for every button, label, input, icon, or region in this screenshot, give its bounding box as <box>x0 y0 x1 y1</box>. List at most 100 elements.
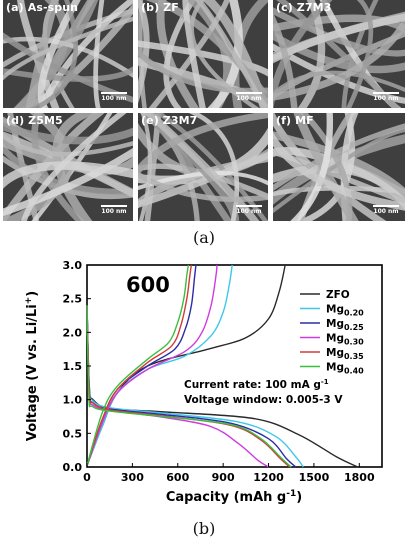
y-tick-label: 2.5 <box>63 293 83 306</box>
y-axis-label: Voltage (V vs. Li/Li+) <box>24 291 40 441</box>
scale-bar-label: 100 nm <box>101 95 127 102</box>
fiber-strand <box>3 16 133 81</box>
series-line-charge <box>86 264 218 466</box>
fiber-strand <box>3 122 133 145</box>
y-tick-label: 3.0 <box>63 259 83 272</box>
fiber-strand <box>144 113 162 221</box>
sem-image-tile: (b) ZF 100 nm <box>138 0 268 108</box>
sem-image-label: (b) ZF <box>141 1 179 14</box>
scale-bar-label: 100 nm <box>373 95 399 102</box>
fiber-strand <box>138 151 268 208</box>
axes-ticks: 0 300 600 900 1200 1500 1800 0.0 0.5 1.0 1.5 2.0 2.5… <box>63 259 375 484</box>
fiber-strand <box>3 32 133 103</box>
legend-label: ZFO <box>326 289 350 301</box>
sem-fiber-image <box>273 0 405 108</box>
fiber-strand <box>3 161 133 190</box>
sem-image-label: (c) Z7M3 <box>276 1 332 14</box>
fiber-strand <box>138 113 152 221</box>
sem-image-tile: (d) Z5M5 100 nm <box>3 113 133 221</box>
x-tick-label: 1800 <box>344 471 375 484</box>
fiber-strand <box>195 0 268 108</box>
y-tick-label: 1.0 <box>63 394 83 407</box>
fiber-strand <box>297 0 326 108</box>
sem-image-grid: (a) As-spun 100 nm (b) ZF 100 nm (c) Z7M… <box>3 0 405 222</box>
series-line-charge <box>86 264 193 466</box>
sem-image-label: (a) As-spun <box>6 1 79 14</box>
fiber-strand <box>273 131 405 199</box>
sem-fiber-image <box>273 113 405 221</box>
fiber-strand <box>3 147 133 217</box>
sem-image-tile: (a) As-spun 100 nm <box>3 0 133 108</box>
fiber-strand <box>273 131 405 211</box>
fiber-strand <box>293 113 359 221</box>
legend-label: Mg0.40 <box>326 362 364 376</box>
scale-bar-label: 100 nm <box>373 208 399 215</box>
scale-bar: 100 nm <box>373 92 399 102</box>
x-tick-label: 600 <box>166 471 189 484</box>
fiber-strand <box>154 113 268 221</box>
fiber-strand <box>273 70 405 97</box>
x-tick-label: 0 <box>83 471 91 484</box>
sem-image-label: (e) Z3M7 <box>141 114 198 127</box>
series-line-charge <box>86 264 190 466</box>
fiber-strand <box>3 113 73 221</box>
x-tick-label: 300 <box>121 471 144 484</box>
scale-bar-label: 100 nm <box>236 95 262 102</box>
scale-bar: 100 nm <box>101 205 127 215</box>
fiber-strand <box>273 7 405 57</box>
y-tick-label: 2.0 <box>63 326 83 339</box>
scale-bar: 100 nm <box>101 92 127 102</box>
fiber-strand <box>345 0 374 108</box>
series-line-discharge <box>86 305 292 468</box>
sem-image-tile: (f) MF 100 nm <box>273 113 405 221</box>
legend-label: Mg0.30 <box>326 333 364 347</box>
fiber-strand <box>25 0 60 108</box>
annotation-voltage-window: Voltage window: 0.005-3 V <box>184 394 343 406</box>
x-tick-label: 1500 <box>299 471 330 484</box>
fiber-strand <box>21 113 127 221</box>
x-tick-label: 1200 <box>253 471 284 484</box>
fiber-strand <box>3 132 133 157</box>
sem-fiber-image <box>3 113 133 221</box>
sem-image-label: (f) MF <box>276 114 314 127</box>
fiber-strand <box>188 113 240 221</box>
fiber-strand <box>273 128 405 214</box>
sem-image-tile: (e) Z3M7 100 nm <box>138 113 268 221</box>
fiber-strand <box>273 123 405 192</box>
legend-label: Mg0.20 <box>326 304 364 318</box>
plot-lines <box>86 264 359 468</box>
panel-b-caption: (b) <box>192 519 216 538</box>
scale-bar: 100 nm <box>236 92 262 102</box>
sem-fiber-image <box>138 0 268 108</box>
legend-label: Mg0.35 <box>326 347 364 361</box>
fiber-strand <box>93 0 105 108</box>
series-line-charge <box>86 264 233 466</box>
y-tick-label: 1.5 <box>63 360 83 373</box>
fiber-strand <box>52 113 101 221</box>
sem-fiber-image <box>138 113 268 221</box>
fiber-strand <box>189 0 260 108</box>
x-tick-label: 900 <box>212 471 235 484</box>
annotation-current-rate: Current rate: 100 mA g-1 <box>184 378 329 391</box>
sem-image-tile: (c) Z7M3 100 nm <box>273 0 405 108</box>
y-tick-label: 0.0 <box>63 461 83 474</box>
fiber-strand <box>273 185 405 197</box>
scale-bar-label: 100 nm <box>101 208 127 215</box>
fiber-strand <box>273 14 405 34</box>
legend-label: Mg0.25 <box>326 318 364 332</box>
scale-bar: 100 nm <box>373 205 399 215</box>
fiber-strand <box>182 0 206 108</box>
y-tick-label: 0.5 <box>63 427 83 440</box>
fiber-strand <box>273 12 298 108</box>
panel-a-caption: (a) <box>192 228 216 247</box>
x-axis-label: Capacity (mAh g-1) <box>166 489 302 505</box>
sem-image-label: (d) Z5M5 <box>6 114 63 127</box>
fiber-strand <box>37 0 81 108</box>
fiber-strand <box>143 113 260 221</box>
plot-frame <box>86 264 383 468</box>
voltage-capacity-chart: 0 300 600 900 1200 1500 1800 0.0 0.5 1.0 1.5 2.0 2.5… <box>24 259 383 505</box>
fiber-strand <box>138 113 268 177</box>
fiber-strand <box>138 171 268 203</box>
fiber-strand <box>273 13 405 64</box>
